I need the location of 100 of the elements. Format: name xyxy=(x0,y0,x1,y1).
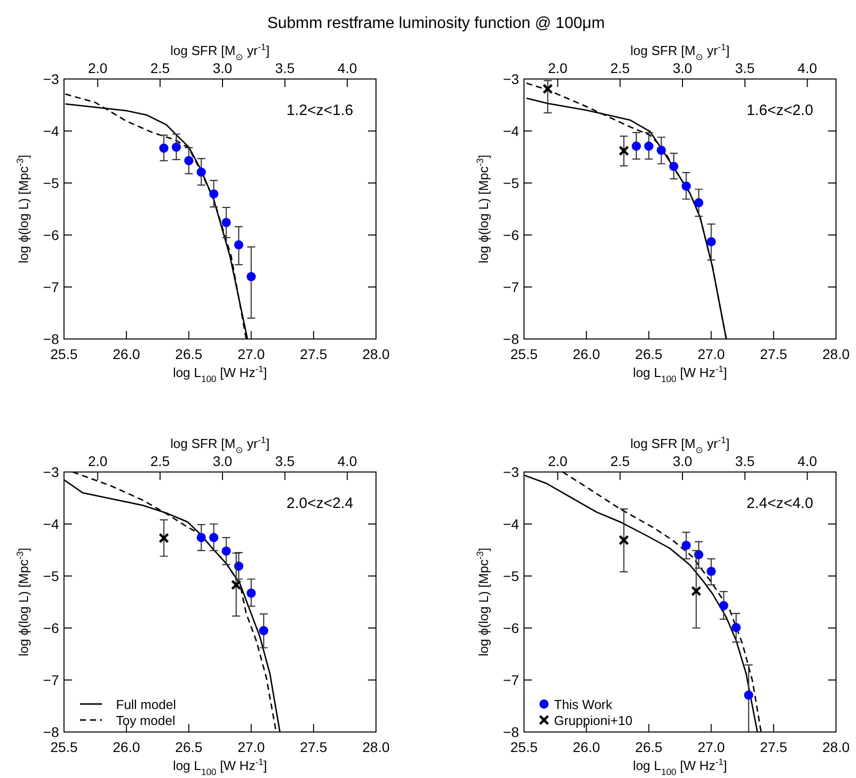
x2-tick-label: 2.0 xyxy=(548,453,568,469)
point xyxy=(222,546,231,556)
x2-tick-label: 4.0 xyxy=(798,453,818,469)
point xyxy=(196,167,206,177)
annotation: 2.0<z<2.4 xyxy=(286,495,354,512)
point xyxy=(694,198,704,208)
point xyxy=(158,532,170,544)
point xyxy=(209,532,218,542)
point xyxy=(618,146,630,156)
point xyxy=(644,141,654,151)
point xyxy=(744,690,754,700)
point xyxy=(632,141,641,151)
y-tick-label: −4 xyxy=(43,516,60,532)
point xyxy=(159,144,168,153)
point xyxy=(172,142,181,152)
y-tick-label: −8 xyxy=(503,331,520,347)
x2-axis-title: log SFR [M$_{⊙}$ yr$^{-1}$] xyxy=(170,42,270,62)
y-tick-label: −4 xyxy=(503,516,520,532)
annotation: 1.2<z<1.6 xyxy=(286,102,354,119)
x-tick-label: 28.0 xyxy=(822,346,850,362)
point xyxy=(691,586,702,596)
point xyxy=(682,182,691,191)
text: Submm restframe luminosity function @ 100μm xyxy=(267,15,605,32)
y-tick-label: −3 xyxy=(43,464,60,480)
x2-tick-label: 2.0 xyxy=(548,60,568,76)
x-tick-label: 27.5 xyxy=(300,739,328,755)
point xyxy=(669,162,678,171)
annotation: 2.4<z<4.0 xyxy=(746,495,814,512)
x-tick-label: 27.0 xyxy=(698,739,726,755)
y-tick-label: −5 xyxy=(43,175,60,191)
x-tick-label: 27.0 xyxy=(238,346,266,362)
y-tick-label: −8 xyxy=(503,724,520,740)
y-tick-label: −6 xyxy=(503,620,520,636)
x2-tick-label: 2.0 xyxy=(88,60,108,76)
legend-label: Full model xyxy=(116,697,176,712)
y-tick-label: −8 xyxy=(43,724,60,740)
x2-tick-label: 4.0 xyxy=(338,453,358,469)
y-tick-label: −6 xyxy=(43,227,60,243)
x-tick-label: 27.5 xyxy=(300,346,328,362)
x2-axis-title: log SFR [M$_{⊙}$ yr$^{-1}$] xyxy=(630,435,730,455)
x-tick-label: 25.5 xyxy=(50,346,78,362)
point xyxy=(196,532,206,542)
x2-tick-label: 3.0 xyxy=(672,60,692,76)
x-tick-label: 26.5 xyxy=(175,739,203,755)
annotation: 1.6<z<2.0 xyxy=(746,102,814,119)
x-tick-label: 26.0 xyxy=(112,739,140,755)
x-axis-title: log L$_{100}$ [W Hz$^{-1}$] xyxy=(172,364,268,384)
x2-axis-title: log SFR [M$_{⊙}$ yr$^{-1}$] xyxy=(630,42,730,62)
y-tick-label: −6 xyxy=(43,620,60,636)
point xyxy=(209,189,218,199)
x-tick-label: 25.5 xyxy=(510,739,538,755)
x2-tick-label: 2.5 xyxy=(150,60,170,76)
x-tick-label: 28.0 xyxy=(362,739,390,755)
x-tick-label: 25.5 xyxy=(50,739,78,755)
point xyxy=(618,534,630,546)
x-tick-label: 26.0 xyxy=(112,346,140,362)
x-tick-label: 26.5 xyxy=(175,346,203,362)
y-tick-label: −3 xyxy=(43,71,60,87)
x2-tick-label: 3.5 xyxy=(275,453,295,469)
x-tick-label: 27.5 xyxy=(760,739,788,755)
y-tick-label: −4 xyxy=(503,123,520,139)
point xyxy=(259,626,268,636)
point xyxy=(542,84,553,94)
y-tick-label: −4 xyxy=(43,123,60,139)
y-tick-label: −6 xyxy=(503,227,520,243)
x2-tick-label: 2.5 xyxy=(610,60,630,76)
x-axis-title: log L$_{100}$ [W Hz$^{-1}$] xyxy=(172,757,268,777)
y-tick-label: −3 xyxy=(503,71,520,87)
point xyxy=(706,566,716,576)
legend-label: Gruppioni+10 xyxy=(554,713,632,728)
x2-tick-label: 4.0 xyxy=(338,60,358,76)
x2-tick-label: 2.0 xyxy=(88,453,108,469)
x2-tick-label: 3.0 xyxy=(212,60,232,76)
x-tick-label: 25.5 xyxy=(510,346,538,362)
y-tick-label: −3 xyxy=(503,464,520,480)
x2-tick-label: 3.5 xyxy=(735,60,755,76)
point xyxy=(222,218,231,228)
point xyxy=(246,272,256,282)
y-tick-label: −7 xyxy=(43,672,60,688)
point xyxy=(184,156,194,166)
x-tick-label: 26.0 xyxy=(572,739,600,755)
x2-tick-label: 3.0 xyxy=(672,453,692,469)
x2-tick-label: 3.5 xyxy=(735,453,755,469)
x2-tick-label: 2.5 xyxy=(610,453,630,469)
y-tick-label: −7 xyxy=(43,279,60,295)
x-tick-label: 27.0 xyxy=(238,739,266,755)
x2-tick-label: 3.5 xyxy=(275,60,295,76)
point xyxy=(656,146,666,155)
point xyxy=(231,580,242,590)
point xyxy=(719,601,728,610)
y-tick-label: −5 xyxy=(43,568,60,584)
x-tick-label: 28.0 xyxy=(362,346,390,362)
x-axis-title: log L$_{100}$ [W Hz$^{-1}$] xyxy=(632,757,728,777)
x2-tick-label: 2.5 xyxy=(150,453,170,469)
x-tick-label: 26.5 xyxy=(635,739,663,755)
x2-tick-label: 3.0 xyxy=(212,453,232,469)
x-tick-label: 27.5 xyxy=(760,346,788,362)
legend-label: This Work xyxy=(554,697,613,712)
y-tick-label: −5 xyxy=(503,568,520,584)
x-tick-label: 27.0 xyxy=(698,346,726,362)
